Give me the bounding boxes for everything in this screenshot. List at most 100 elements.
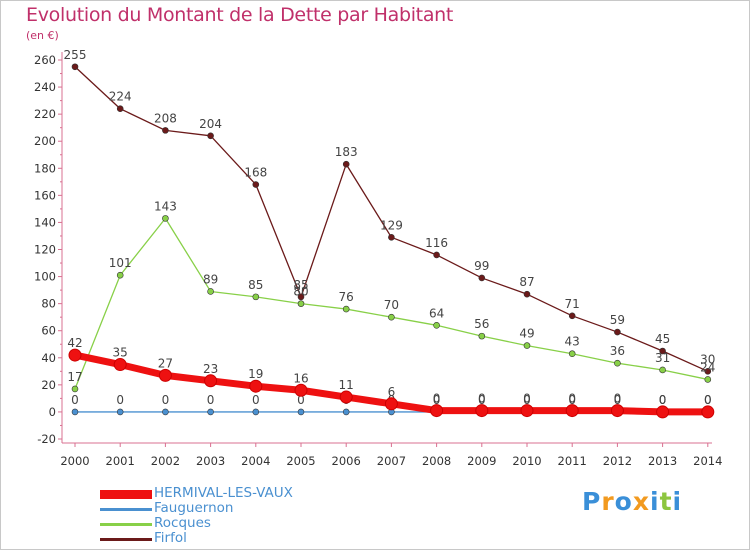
data-point [659,366,666,374]
legend-label: Fauguernon [154,500,234,516]
x-tick-label: 2004 [241,454,270,468]
data-label: 0 [523,393,531,407]
data-point [388,234,395,241]
data-label: 11 [339,378,354,392]
data-point [610,404,624,418]
data-label: 208 [154,111,177,125]
logo-letter: i [672,487,683,516]
data-label: 0 [614,393,622,407]
logo-letter: r [601,487,615,516]
data-label: 43 [565,335,580,349]
x-tick-label: 2008 [422,454,451,468]
data-point [342,305,350,313]
data-point [71,408,79,416]
data-point [433,321,440,329]
data-point [162,408,169,416]
chart-subtitle: (en €) [26,29,59,42]
data-label: 70 [384,298,399,312]
logo-letter: o [614,487,633,516]
data-label: 0 [478,392,486,406]
data-point [704,376,712,383]
data-label: 80 [293,285,308,299]
data-label: 36 [610,344,625,358]
data-point [659,347,666,355]
data-label: 56 [474,317,489,331]
data-label: 143 [154,199,177,213]
data-point [116,105,124,113]
x-tick-label: 2001 [106,454,135,468]
x-tick-label: 2014 [693,454,722,468]
y-tick-label: 140 [34,215,56,229]
data-point [207,132,214,140]
data-point [614,328,621,336]
y-tick-label: 0 [49,405,56,419]
data-label: 116 [425,236,448,250]
data-label: 17 [67,370,82,384]
logo-letter: P [582,487,602,516]
y-tick-label: 160 [34,188,56,202]
data-label: 87 [519,275,534,289]
data-point [113,358,127,372]
x-tick-label: 2002 [151,454,180,468]
legend-swatch [100,490,152,499]
data-point [71,63,79,71]
data-label: 85 [293,278,308,292]
y-tick-label: 220 [34,107,56,121]
data-point [614,359,621,367]
data-label: 0 [433,393,441,407]
y-tick-label: 180 [34,161,56,175]
legend-swatch [100,508,152,511]
y-tick-label: 240 [34,80,56,94]
legend-label: Firfol [154,530,187,546]
data-point [68,348,82,362]
data-label: 71 [565,297,580,311]
x-tick-label: 2013 [648,454,677,468]
data-point [433,251,440,259]
data-label: 99 [474,259,489,273]
data-point [656,405,670,419]
chart-title: Evolution du Montant de la Dette par Hab… [26,4,454,26]
data-point [342,160,350,168]
y-tick-label: 20 [41,378,56,392]
data-point [162,215,169,222]
data-point [384,397,398,411]
data-label: 59 [610,313,625,327]
y-tick-label: 100 [34,270,56,284]
x-tick-label: 2010 [512,454,541,468]
data-label: 42 [67,336,82,350]
data-label: 0 [659,393,667,407]
x-tick-label: 2009 [467,454,496,468]
data-label: 6 [388,385,396,399]
data-point [388,313,395,321]
data-point [71,385,79,393]
data-label: 0 [704,393,712,407]
x-tick-label: 2006 [332,454,361,468]
x-tick-label: 2000 [60,454,89,468]
data-point [523,290,531,298]
data-point [158,368,172,382]
data-label: 255 [64,48,87,62]
data-point [207,288,214,295]
data-label: 0 [659,393,667,407]
logo-letter: x [632,487,650,516]
data-point [342,408,350,416]
data-label: 0 [162,393,170,407]
x-tick-label: 2003 [196,454,225,468]
data-label: 85 [248,278,263,292]
x-tick-label: 2007 [377,454,406,468]
data-label: 224 [109,90,132,104]
data-label: 19 [248,367,263,381]
data-point [297,293,305,301]
data-label: 0 [116,393,124,407]
x-tick-label: 2012 [603,454,632,468]
data-label: 64 [429,306,444,320]
legend-label: HERMIVAL-LES-VAUX [154,485,293,501]
y-tick-label: 60 [41,324,56,338]
data-label: 0 [568,392,576,406]
data-label: 0 [71,393,79,407]
data-point [339,390,353,404]
data-label: 101 [109,256,132,270]
data-label: 89 [203,272,218,286]
data-label: 76 [339,290,354,304]
